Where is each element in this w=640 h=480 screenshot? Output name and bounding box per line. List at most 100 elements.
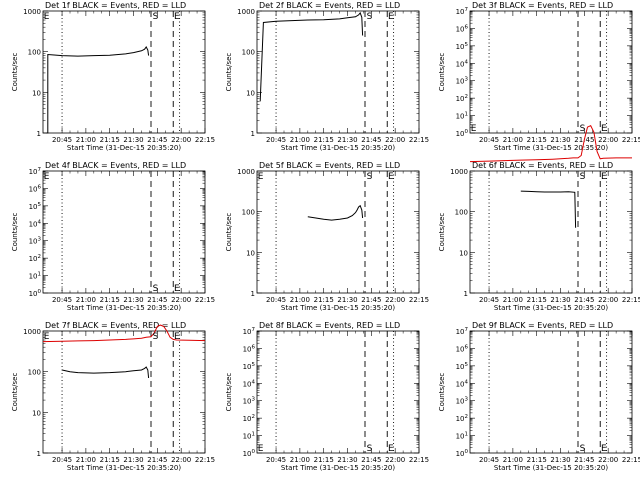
end-marker: E xyxy=(601,444,607,454)
panel-title: Det 9f BLACK = Events, RED = LLD xyxy=(472,321,613,330)
y-tick-label: 107 xyxy=(29,167,42,176)
x-tick-label: 21:30 xyxy=(123,136,143,144)
panel-det-1: Det 1f BLACK = Events, RED = LLD 1 10 100 10… xyxy=(11,1,215,152)
panel-title: Det 1f BLACK = Events, RED = LLD xyxy=(45,1,186,10)
x-tick-label: 21:15 xyxy=(314,456,334,464)
y-tick-label: 102 xyxy=(29,254,41,263)
y-tick-label: 1000 xyxy=(23,328,41,336)
x-tick-label: 21:30 xyxy=(337,296,357,304)
y-axis-label: Counts/sec xyxy=(225,373,233,412)
x-tick-label: 21:30 xyxy=(550,136,570,144)
x-tick-label: 22:15 xyxy=(622,296,640,304)
y-tick-label: 101 xyxy=(243,432,255,441)
x-axis-label: Start Time (31-Dec-15 20:35:20) xyxy=(281,304,395,312)
plot-frame xyxy=(256,10,420,134)
y-tick-label: 1000 xyxy=(23,8,41,16)
plot-frame xyxy=(469,330,633,454)
y-tick-label: 10 xyxy=(32,409,41,417)
y-tick-label: 100 xyxy=(28,369,41,377)
y-tick-label: 100 xyxy=(29,289,42,298)
x-tick-label: 22:00 xyxy=(385,456,405,464)
panel-det-9: Det 9f BLACK = Events, RED = LLD 100 101 10… xyxy=(438,321,640,472)
y-tick-label: 106 xyxy=(243,344,256,353)
x-tick-label: 22:00 xyxy=(598,296,618,304)
x-tick-label: 21:00 xyxy=(290,456,310,464)
panel-det-7: Det 7f BLACK = Events, RED = LLD 1 10 100 10… xyxy=(11,321,215,472)
y-tick-label: 104 xyxy=(243,379,256,388)
panel-title: Det 3f BLACK = Events, RED = LLD xyxy=(472,1,613,10)
y-tick-label: 1000 xyxy=(450,168,468,176)
start-marker: S xyxy=(367,12,373,22)
end-marker: E xyxy=(388,444,394,454)
x-tick-label: 22:00 xyxy=(385,136,405,144)
x-tick-label: 21:30 xyxy=(123,296,143,304)
end-marker: E xyxy=(258,172,264,182)
x-tick-label: 22:15 xyxy=(622,456,640,464)
panel-det-3: Det 3f BLACK = Events, RED = LLD 100 101 10… xyxy=(438,1,640,152)
y-tick-label: 105 xyxy=(456,362,469,371)
series-events xyxy=(46,46,150,134)
y-axis-label: Counts/sec xyxy=(438,373,446,412)
y-tick-label: 1 xyxy=(464,290,468,298)
end-marker: E xyxy=(471,124,477,134)
y-tick-label: 1 xyxy=(251,130,255,138)
start-marker: S xyxy=(580,444,586,454)
y-axis-label: Counts/sec xyxy=(225,213,233,252)
x-axis-label: Start Time (31-Dec-15 20:35:20) xyxy=(67,464,181,472)
series-events xyxy=(520,190,577,228)
y-tick-label: 100 xyxy=(243,449,256,458)
y-tick-label: 107 xyxy=(243,327,256,336)
y-tick-label: 102 xyxy=(243,414,255,423)
x-tick-label: 22:15 xyxy=(409,296,429,304)
x-tick-label: 21:00 xyxy=(76,456,96,464)
end-marker: E xyxy=(44,172,50,182)
y-tick-label: 101 xyxy=(456,112,468,121)
x-tick-label: 21:45 xyxy=(361,296,381,304)
x-axis-label: Start Time (31-Dec-15 20:35:20) xyxy=(67,304,181,312)
x-tick-label: 20:45 xyxy=(52,296,72,304)
end-marker: E xyxy=(174,332,180,342)
panel-det-5: Det 5f BLACK = Events, RED = LLD 1 10 100 10… xyxy=(225,161,429,312)
plot-frame xyxy=(256,170,420,294)
end-marker: E xyxy=(174,12,180,22)
start-marker: S xyxy=(580,172,586,182)
plot-frame xyxy=(42,330,206,454)
start-marker: S xyxy=(153,284,159,294)
x-tick-label: 21:15 xyxy=(527,136,547,144)
x-tick-label: 21:00 xyxy=(76,136,96,144)
x-tick-label: 20:45 xyxy=(266,296,286,304)
end-marker: E xyxy=(601,172,607,182)
x-tick-label: 22:15 xyxy=(409,456,429,464)
x-axis-label: Start Time (31-Dec-15 20:35:20) xyxy=(281,144,395,152)
end-marker: E xyxy=(258,444,264,454)
plot-frame xyxy=(42,10,206,134)
x-tick-label: 21:15 xyxy=(100,136,120,144)
x-tick-label: 21:15 xyxy=(314,136,334,144)
series-lld xyxy=(469,125,632,163)
series-events xyxy=(61,366,150,379)
y-tick-label: 101 xyxy=(29,272,41,281)
x-tick-label: 21:00 xyxy=(290,136,310,144)
y-tick-label: 105 xyxy=(456,42,469,51)
x-tick-label: 21:45 xyxy=(361,136,381,144)
x-tick-label: 22:15 xyxy=(622,136,640,144)
x-tick-label: 21:15 xyxy=(100,296,120,304)
x-tick-label: 21:30 xyxy=(550,456,570,464)
x-tick-label: 21:00 xyxy=(503,296,523,304)
plot-frame xyxy=(469,10,633,134)
series-events xyxy=(307,204,364,221)
y-tick-label: 102 xyxy=(456,414,468,423)
start-marker: S xyxy=(153,332,159,342)
x-tick-label: 22:15 xyxy=(195,136,215,144)
end-marker: E xyxy=(601,124,607,134)
panel-title: Det 6f BLACK = Events, RED = LLD xyxy=(472,161,613,170)
y-tick-label: 105 xyxy=(243,362,256,371)
y-tick-label: 103 xyxy=(456,397,469,406)
x-tick-label: 20:45 xyxy=(52,456,72,464)
x-axis-label: Start Time (31-Dec-15 20:35:20) xyxy=(494,464,608,472)
plot-frame xyxy=(256,330,420,454)
y-axis-label: Counts/sec xyxy=(225,53,233,92)
panel-title: Det 5f BLACK = Events, RED = LLD xyxy=(259,161,400,170)
y-tick-label: 104 xyxy=(29,219,42,228)
